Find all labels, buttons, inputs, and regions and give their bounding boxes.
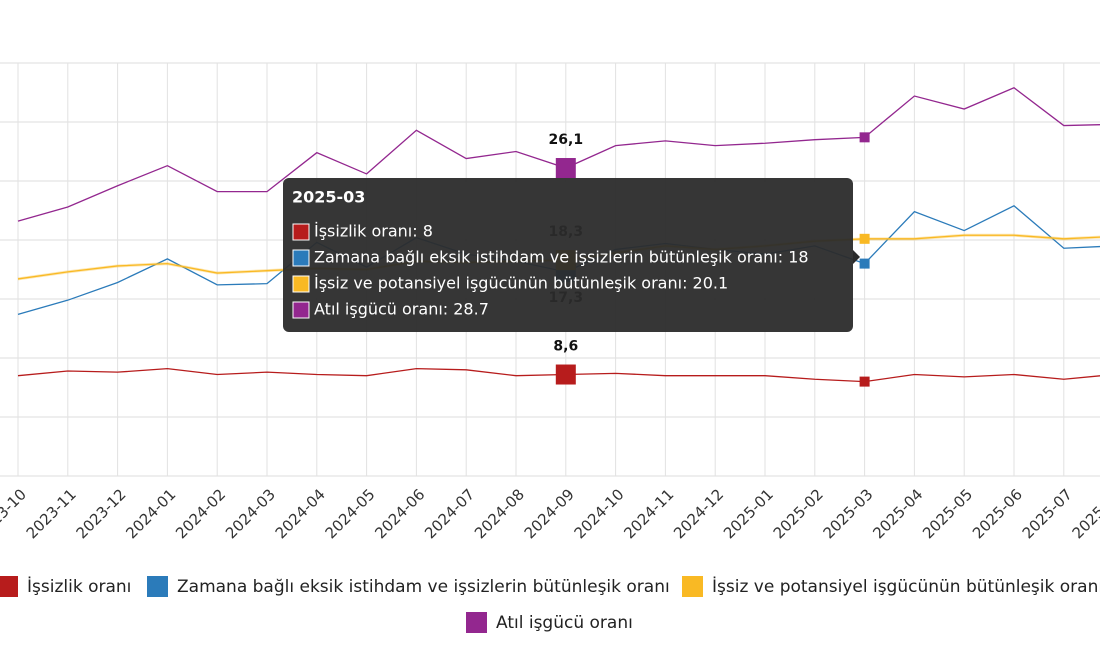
x-tick-label: 2024-03: [222, 485, 279, 542]
x-tick-label: 2024-07: [421, 485, 478, 542]
x-tick-label: 2025-01: [720, 485, 777, 542]
x-tick-label: 2024-09: [521, 485, 578, 542]
legend-label: Atıl işgücü oranı: [496, 613, 633, 633]
legend-label: İşsiz ve potansiyel işgücünün bütünleşik…: [712, 576, 1100, 597]
x-tick-label: 2024-05: [322, 485, 379, 542]
tooltip-title: 2025-03: [292, 188, 365, 207]
tooltip-item: Atıl işgücü oranı: 28.7: [314, 300, 489, 319]
hover-marker: [859, 258, 870, 269]
tooltip-swatch: [292, 301, 310, 319]
tooltip-arrow: [853, 250, 860, 264]
tooltip-swatch: [292, 223, 310, 241]
x-tick-label: 2024-10: [571, 485, 628, 542]
legend-swatch: [147, 576, 168, 597]
x-tick-label: 2025-08: [1069, 485, 1100, 542]
x-tick-label: 2025-07: [1019, 485, 1076, 542]
data-label: 8,6: [553, 339, 578, 355]
legend-label: Zamana bağlı eksik istihdam ve işsizleri…: [177, 577, 670, 597]
legend-label: İşsizlik oranı: [27, 576, 131, 597]
x-tick-label: 2024-06: [371, 485, 428, 542]
legend-swatch: [0, 576, 18, 597]
tooltip-box: [283, 178, 853, 332]
tooltip-item: Zamana bağlı eksik istihdam ve işsizleri…: [314, 248, 809, 267]
x-tick-label: 2023-11: [23, 485, 80, 542]
x-tick-label: 2024-08: [471, 485, 528, 542]
x-tick-label: 2024-11: [620, 485, 677, 542]
tooltip-item: İşsizlik oranı: 8: [314, 222, 433, 241]
x-tick-label: 2025-04: [869, 485, 926, 542]
tooltip-item: İşsiz ve potansiyel işgücünün bütünleşik…: [314, 274, 728, 293]
highlight-marker: [555, 158, 576, 179]
x-tick-label: 2025-02: [770, 485, 827, 542]
x-tick-label: 2025-06: [969, 485, 1026, 542]
hover-marker: [859, 132, 870, 143]
highlight-marker: [555, 364, 576, 385]
hover-marker: [859, 376, 870, 387]
hover-marker: [859, 233, 870, 244]
x-tick-label: 2024-01: [122, 485, 179, 542]
x-tick-label: 2025-05: [919, 485, 976, 542]
x-tick-label: 2023-10: [0, 485, 30, 542]
x-tick-label: 2024-02: [172, 485, 229, 542]
tooltip-swatch: [292, 249, 310, 267]
tooltip-swatch: [292, 275, 310, 293]
x-tick-label: 2023-12: [73, 485, 130, 542]
x-tick-label: 2025-03: [820, 485, 877, 542]
x-tick-label: 2024-04: [272, 485, 329, 542]
legend-swatch: [466, 612, 487, 633]
x-tick-label: 2024-12: [670, 485, 727, 542]
tooltip: 2025-03 İşsizlik oranı: 8 Zamana bağlı eks…: [283, 178, 860, 332]
legend-swatch: [682, 576, 703, 597]
data-label: 26,1: [549, 132, 584, 148]
